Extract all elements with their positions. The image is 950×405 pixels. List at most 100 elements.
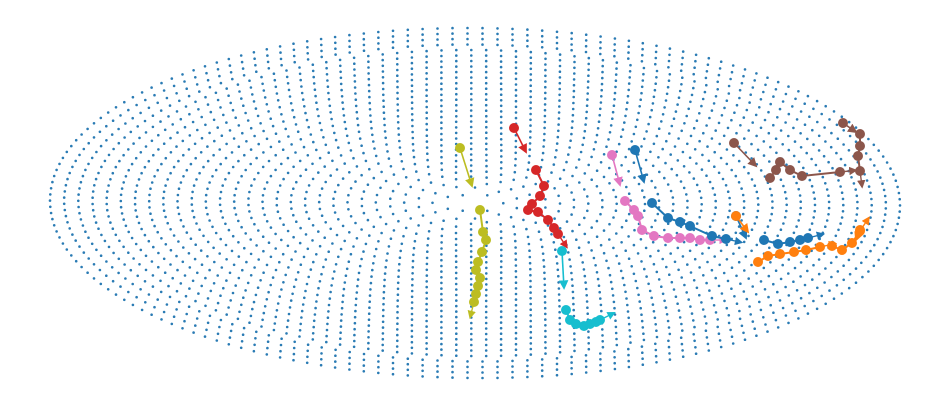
background-point	[305, 210, 308, 214]
background-point	[567, 153, 570, 156]
background-point	[334, 354, 337, 358]
background-point	[151, 125, 155, 129]
background-point	[698, 215, 701, 219]
background-point	[614, 73, 618, 76]
background-point	[484, 321, 488, 325]
background-point	[421, 364, 424, 367]
background-point	[745, 108, 749, 112]
background-point	[360, 228, 363, 231]
background-point	[360, 144, 363, 147]
background-point	[712, 102, 716, 105]
background-point	[364, 242, 368, 246]
background-point	[454, 225, 458, 228]
background-point	[204, 276, 207, 280]
background-point	[558, 310, 561, 314]
background-point	[107, 245, 111, 249]
background-point	[540, 374, 544, 378]
background-point	[396, 63, 399, 66]
background-point	[719, 249, 723, 253]
background-point	[149, 187, 152, 190]
background-point	[768, 187, 772, 191]
background-point	[253, 266, 256, 269]
background-point	[640, 91, 643, 95]
background-point	[499, 354, 503, 358]
background-point	[451, 370, 454, 374]
background-point	[666, 183, 670, 186]
background-point	[156, 168, 159, 172]
background-point	[654, 56, 658, 60]
background-point	[214, 309, 218, 312]
background-point	[797, 90, 800, 93]
background-point	[840, 115, 844, 118]
background-point	[242, 326, 246, 330]
background-point	[842, 203, 845, 207]
background-point	[440, 65, 443, 69]
background-point	[614, 195, 618, 199]
background-point	[368, 108, 372, 111]
background-point	[680, 83, 683, 86]
background-point	[592, 148, 596, 151]
background-point	[514, 157, 517, 161]
background-point	[451, 26, 454, 30]
background-point	[353, 68, 356, 71]
background-point	[657, 127, 661, 130]
background-point	[356, 123, 360, 127]
background-point	[166, 221, 169, 225]
background-point	[611, 117, 614, 120]
background-point	[214, 231, 218, 235]
background-point	[305, 40, 309, 43]
background-point	[377, 240, 380, 243]
background-point	[228, 271, 232, 275]
background-point	[311, 338, 315, 341]
background-point	[234, 284, 237, 287]
background-point	[600, 95, 603, 98]
background-point	[640, 145, 643, 148]
background-point	[573, 66, 576, 70]
background-point	[734, 231, 738, 235]
background-point	[499, 115, 503, 119]
background-point	[446, 207, 450, 211]
background-point	[528, 255, 532, 259]
background-point	[803, 304, 806, 308]
background-point	[206, 103, 210, 106]
background-point	[87, 257, 90, 260]
background-point	[280, 63, 283, 67]
background-point	[380, 170, 383, 174]
background-point	[160, 81, 163, 85]
background-point	[842, 143, 845, 146]
background-point	[817, 272, 821, 276]
background-point	[194, 76, 197, 79]
background-point	[451, 32, 454, 35]
background-point	[412, 155, 416, 159]
background-point	[425, 111, 429, 114]
background-point	[398, 256, 402, 260]
background-point	[466, 26, 469, 30]
background-point	[749, 93, 752, 96]
background-point	[377, 36, 380, 39]
background-point	[469, 255, 473, 259]
background-point	[599, 297, 602, 300]
background-point	[425, 146, 429, 149]
background-point	[792, 280, 795, 284]
background-point	[139, 151, 143, 154]
background-point	[203, 65, 207, 68]
background-point	[257, 142, 261, 146]
background-point	[240, 340, 244, 343]
background-point	[665, 313, 669, 316]
background-point	[353, 339, 356, 343]
background-point	[368, 294, 372, 297]
background-point	[134, 156, 138, 160]
background-point	[194, 299, 197, 303]
background-point	[167, 284, 170, 288]
background-point	[150, 86, 153, 89]
background-point	[216, 126, 219, 129]
background-point	[262, 311, 266, 315]
background-point	[284, 127, 288, 131]
background-point	[421, 375, 424, 378]
background-point	[441, 175, 444, 178]
background-point	[99, 282, 103, 286]
background-point	[218, 148, 221, 151]
background-point	[544, 80, 547, 83]
background-point	[454, 154, 458, 157]
background-point	[153, 175, 156, 178]
